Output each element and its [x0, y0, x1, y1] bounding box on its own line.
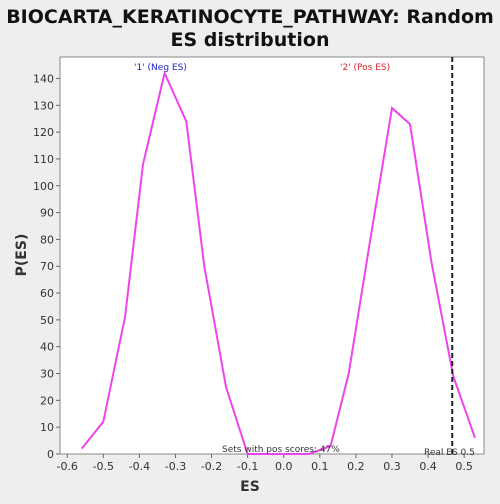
y-tick-label: 130: [33, 99, 54, 112]
y-tick-label: 140: [33, 72, 54, 85]
y-tick-label: 40: [40, 341, 54, 354]
y-tick-label: 90: [40, 207, 54, 220]
y-tick-label: 70: [40, 260, 54, 273]
x-tick-label: -0.3: [165, 460, 186, 473]
y-tick-label: 120: [33, 126, 54, 139]
real-es-label: Real ES 0.5: [424, 448, 475, 458]
y-tick-label: 10: [40, 421, 54, 434]
y-tick-label: 30: [40, 368, 54, 381]
y-tick-label: 0: [47, 448, 54, 461]
y-tick-label: 110: [33, 153, 54, 166]
y-axis-label: P(ES): [14, 234, 30, 277]
x-tick-label: -0.1: [237, 460, 258, 473]
x-tick-label: 0.2: [347, 460, 365, 473]
x-tick-label: -0.2: [201, 460, 222, 473]
x-axis-label: ES: [240, 479, 260, 495]
y-tick-label: 20: [40, 394, 54, 407]
x-tick-label: 0.1: [311, 460, 329, 473]
chart-title-line2: ES distribution: [171, 29, 330, 51]
neg-es-label: '1' (Neg ES): [134, 63, 187, 73]
x-tick-label: 0.3: [383, 460, 401, 473]
y-tick-label: 60: [40, 287, 54, 300]
x-axis-ticks: -0.6 -0.5 -0.4 -0.3 -0.2 -0.1 0.0 0.1 0.2 0.3 0.4 0…: [56, 454, 473, 473]
x-tick-label: 0.4: [419, 460, 437, 473]
x-tick-label: 0.5: [455, 460, 473, 473]
x-tick-label: -0.5: [93, 460, 114, 473]
pos-es-label: '2' (Pos ES): [340, 63, 390, 73]
pos-scores-annotation: Sets with pos scores: 47%: [222, 445, 340, 455]
x-tick-label: -0.4: [129, 460, 150, 473]
y-axis-ticks: 0 10 20 30 40 50 60 70 80 90 100 110 120 130 140: [33, 72, 60, 461]
x-tick-label: 0.0: [275, 460, 293, 473]
x-tick-label: -0.6: [56, 460, 77, 473]
chart-title-line1: BIOCARTA_KERATINOCYTE_PATHWAY: Random: [6, 6, 494, 28]
es-distribution-line: [80, 70, 476, 455]
y-tick-label: 80: [40, 233, 54, 246]
y-tick-label: 100: [33, 180, 54, 193]
y-tick-label: 50: [40, 314, 54, 327]
plot-area: [59, 56, 485, 455]
